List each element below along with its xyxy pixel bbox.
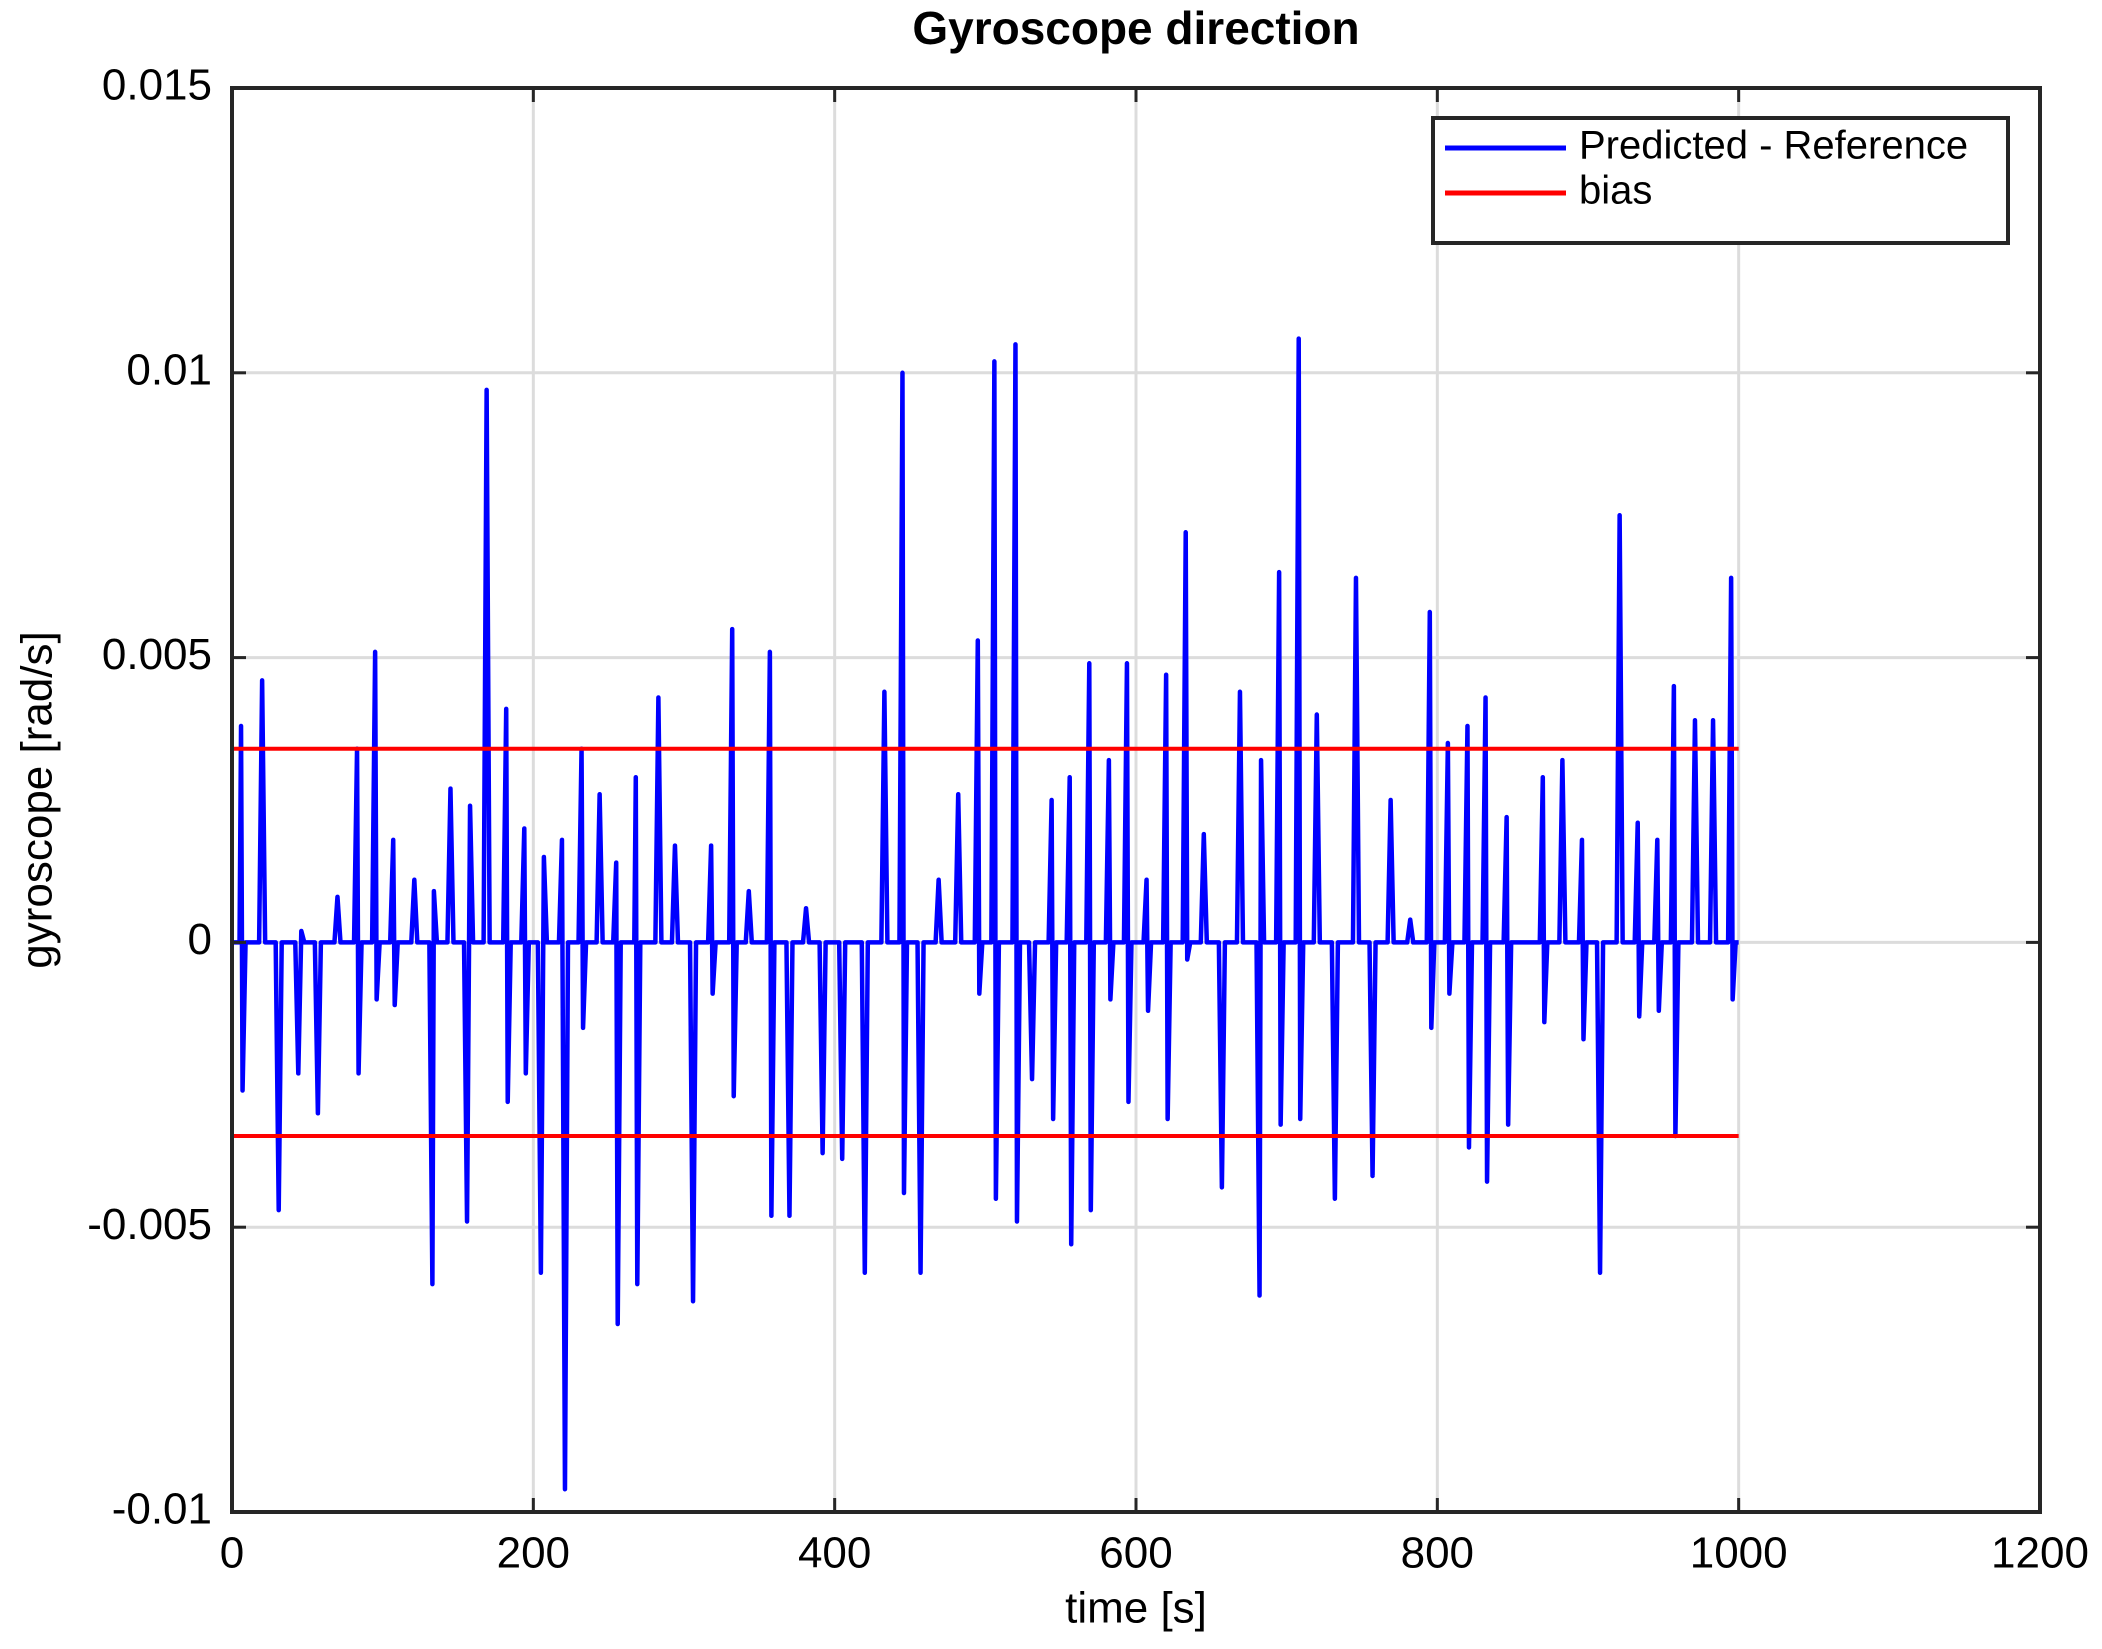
- chart-title: Gyroscope direction: [912, 2, 1359, 54]
- x-tick-label: 600: [1099, 1529, 1172, 1578]
- x-tick-label: 400: [798, 1529, 871, 1578]
- y-tick-label: -0.005: [87, 1200, 212, 1249]
- y-tick-label: 0.01: [126, 345, 212, 394]
- x-tick-label: 800: [1401, 1529, 1474, 1578]
- y-axis-label: gyroscope [rad/s]: [13, 631, 62, 969]
- y-tick-label: 0.015: [102, 61, 212, 110]
- x-tick-label: 1000: [1690, 1529, 1788, 1578]
- legend-box: [1431, 116, 2010, 245]
- y-tick-label: 0: [188, 915, 212, 964]
- data-line: [232, 336, 1739, 1492]
- x-axis-label: time [s]: [1065, 1584, 1207, 1633]
- x-tick-label: 0: [220, 1529, 244, 1578]
- legend-label: bias: [1579, 169, 1652, 213]
- axes-box: [230, 86, 2042, 1514]
- legend-label: Predicted - Reference: [1579, 124, 1968, 168]
- x-tick-label: 1200: [1991, 1529, 2089, 1578]
- plot-area: [232, 336, 1739, 1492]
- y-tick-label: 0.005: [102, 630, 212, 679]
- y-tick-label: -0.01: [112, 1485, 212, 1534]
- x-tick-label: 200: [497, 1529, 570, 1578]
- data-line: [232, 746, 1739, 1139]
